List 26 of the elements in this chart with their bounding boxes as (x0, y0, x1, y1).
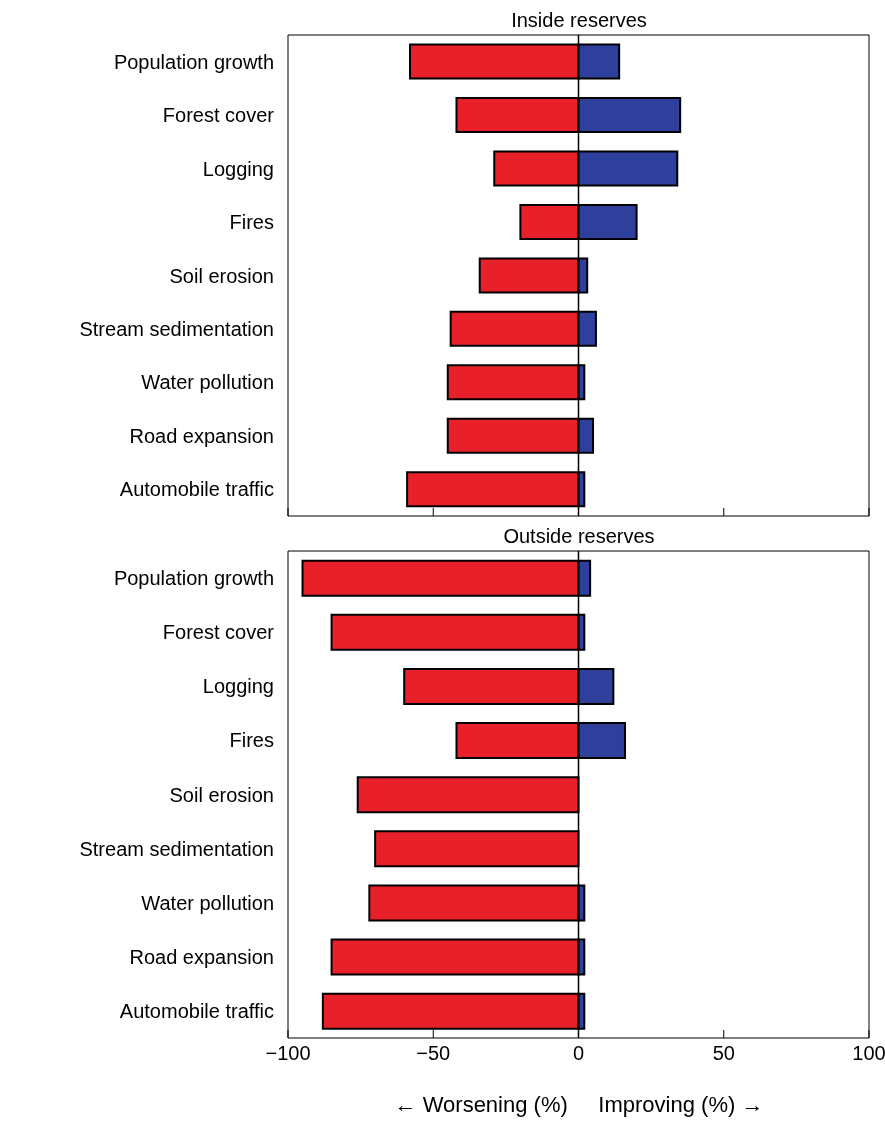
chart-title: Outside reserves (502, 524, 656, 548)
y-tick-label: Road expansion (129, 424, 274, 447)
chart-title: Inside reserves (510, 8, 648, 32)
y-tick-label: Population growth (113, 567, 274, 590)
y-tick-label: Road expansion (129, 945, 274, 968)
y-tick-label: Forest cover (162, 104, 275, 127)
y-tick-label: Logging (202, 157, 274, 180)
y-tick-label: Automobile traffic (119, 1000, 274, 1023)
y-tick-label: Stream sedimentation (79, 318, 274, 341)
y-tick-label: Logging (202, 675, 274, 698)
y-tick-label: Fires (229, 729, 274, 752)
y-tick-label: Stream sedimentation (79, 837, 274, 860)
x-tick-label: 0 (572, 1042, 585, 1065)
x-tick-label: 50 (712, 1042, 735, 1065)
x-tick-label: −50 (416, 1042, 451, 1065)
y-tick-label: Fires (229, 211, 274, 234)
y-tick-label: Soil erosion (169, 783, 274, 806)
y-tick-label: Automobile traffic (119, 478, 274, 501)
x-tick-label: 100 (852, 1042, 885, 1065)
y-tick-label: Forest cover (162, 621, 275, 644)
y-tick-label: Water pollution (141, 371, 274, 394)
y-tick-label: Soil erosion (169, 264, 274, 287)
y-tick-label: Water pollution (141, 891, 274, 914)
y-tick-label: Population growth (113, 50, 274, 73)
x-tick-label: −100 (265, 1042, 311, 1065)
x-axis-title: ← Worsening (%) Improving (%) → (393, 1092, 765, 1118)
